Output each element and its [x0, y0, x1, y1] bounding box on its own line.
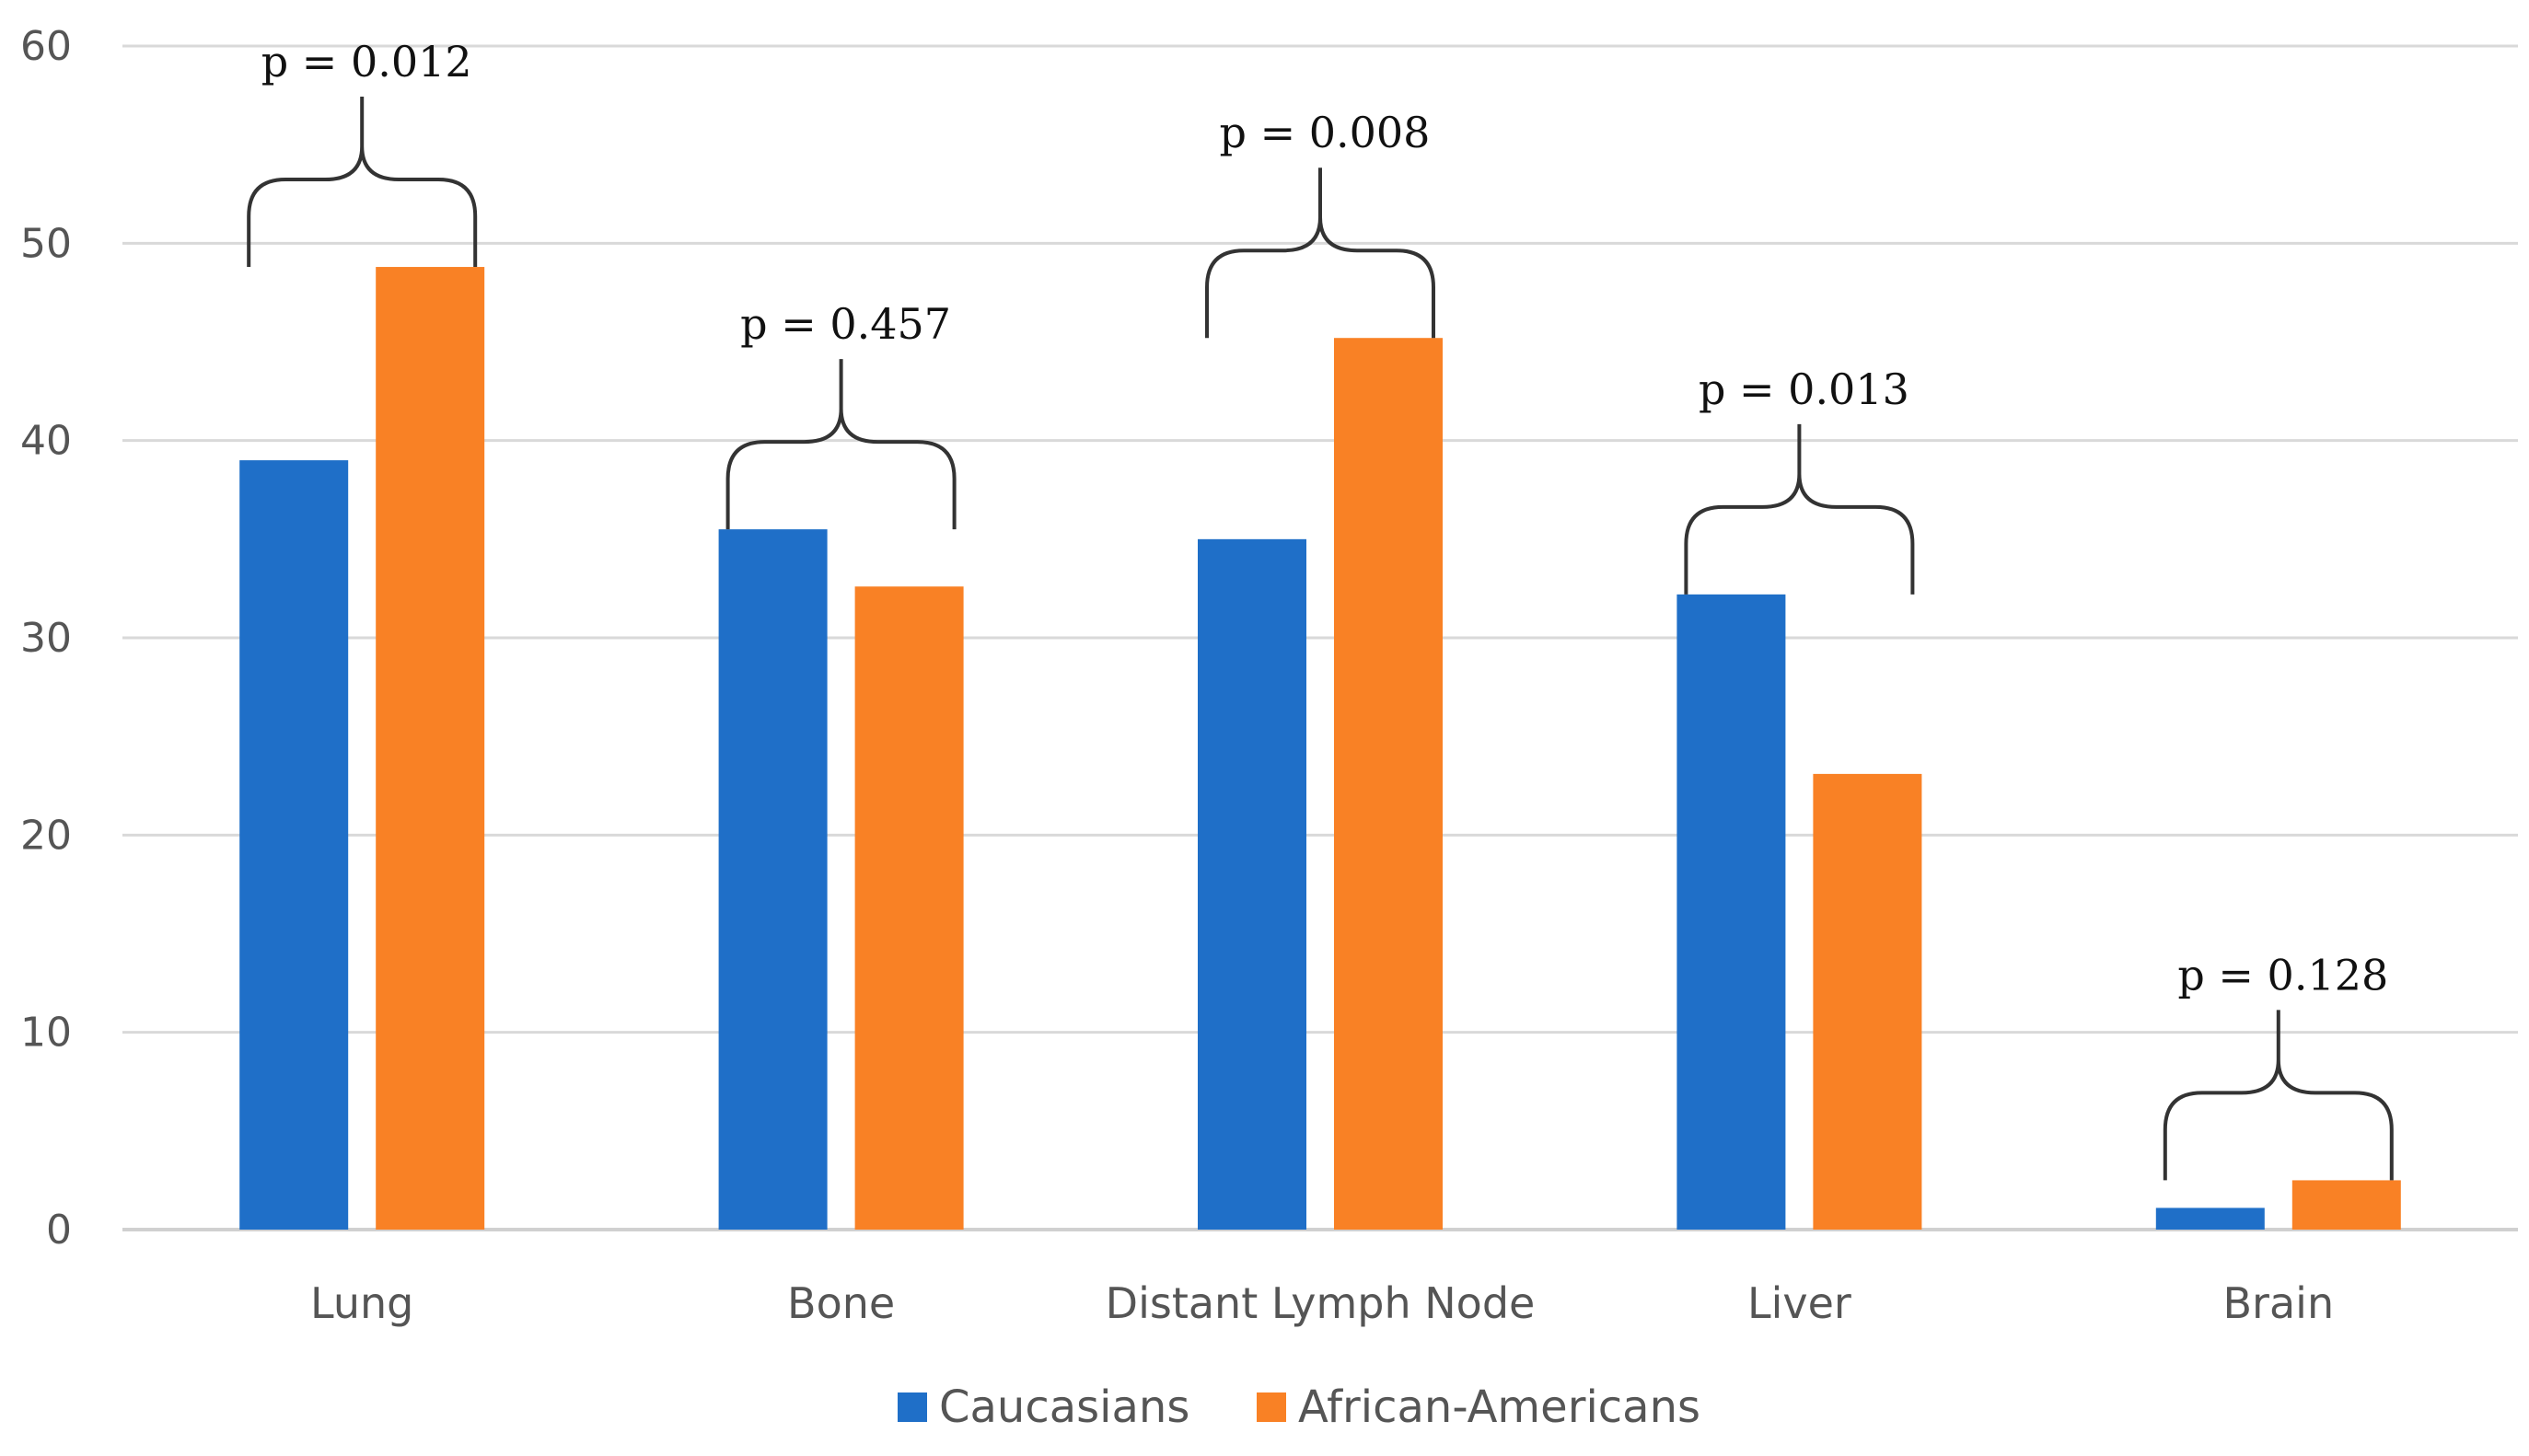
bar-caucasians-brain	[2155, 1208, 2265, 1230]
category-label: Distant Lymph Node	[1106, 1278, 1536, 1328]
y-tick-label: 0	[46, 1207, 72, 1254]
legend-label-african-americans: African-Americans	[1298, 1381, 1700, 1433]
bar-caucasians-lung	[239, 460, 349, 1231]
y-axis-ticks: 0 10 20 30 40 50 60	[20, 23, 72, 1254]
p-value-label: p = 0.013	[1699, 364, 1909, 414]
significance-brace	[1205, 168, 1435, 339]
p-value-label: p = 0.008	[1220, 108, 1431, 157]
bar-african-americans-lung	[376, 267, 485, 1230]
legend: Caucasians African-Americans	[898, 1381, 1700, 1433]
y-tick-label: 40	[20, 418, 72, 465]
bar-african-americans-liver	[1813, 773, 1922, 1230]
category-label: Brain	[2223, 1278, 2335, 1328]
significance-brace	[1684, 423, 1915, 595]
y-tick-label: 30	[20, 615, 72, 662]
bar-african-americans-bone	[854, 586, 964, 1230]
bar-african-americans-distant-lymph-node	[1334, 338, 1443, 1230]
bars	[239, 267, 2401, 1231]
x-axis-categories: Lung Bone Distant Lymph Node Liver Brain	[310, 1278, 2334, 1328]
p-value-label: p = 0.012	[261, 37, 472, 87]
category-label: Liver	[1747, 1278, 1851, 1328]
legend-swatch-african-americans	[1257, 1392, 1286, 1422]
legend-label-caucasians: Caucasians	[939, 1381, 1189, 1433]
significance-brace	[247, 97, 478, 268]
y-tick-label: 20	[20, 812, 72, 859]
bar-caucasians-liver	[1676, 594, 1786, 1230]
y-tick-label: 50	[20, 220, 72, 267]
p-value-label: p = 0.457	[740, 299, 951, 349]
bar-caucasians-distant-lymph-node	[1198, 538, 1306, 1230]
significance-brace	[2163, 1010, 2394, 1181]
y-tick-label: 10	[20, 1010, 72, 1057]
p-value-annotations: p = 0.012 p = 0.457 p = 0.008 p = 0.013 p = …	[247, 37, 2394, 1181]
y-tick-label: 60	[20, 23, 72, 70]
category-label: Bone	[787, 1278, 895, 1328]
category-label: Lung	[310, 1278, 413, 1328]
p-value-label: p = 0.128	[2177, 950, 2388, 1000]
legend-swatch-caucasians	[898, 1392, 927, 1422]
bar-caucasians-bone	[718, 529, 828, 1230]
gridlines	[122, 44, 2518, 1231]
bar-african-americans-brain	[2291, 1180, 2401, 1230]
significance-brace	[725, 359, 957, 530]
